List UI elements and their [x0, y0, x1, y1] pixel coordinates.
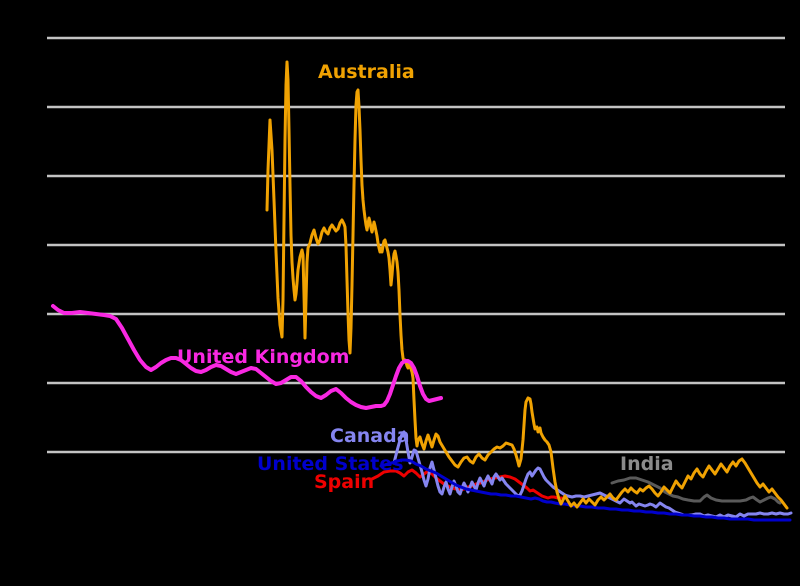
series-label-australia: Australia [318, 61, 415, 83]
series-line-united-kingdom [51, 304, 443, 410]
series-label-india: India [620, 453, 674, 475]
series-line-india [610, 476, 782, 505]
series-label-canada: Canada [330, 425, 410, 447]
series-label-united-kingdom: United Kingdom [177, 346, 350, 368]
series-line-united-states [379, 458, 792, 522]
series-label-spain: Spain [314, 471, 375, 493]
series-label-united-states: United States [257, 453, 404, 475]
series-line-australia [265, 60, 789, 510]
